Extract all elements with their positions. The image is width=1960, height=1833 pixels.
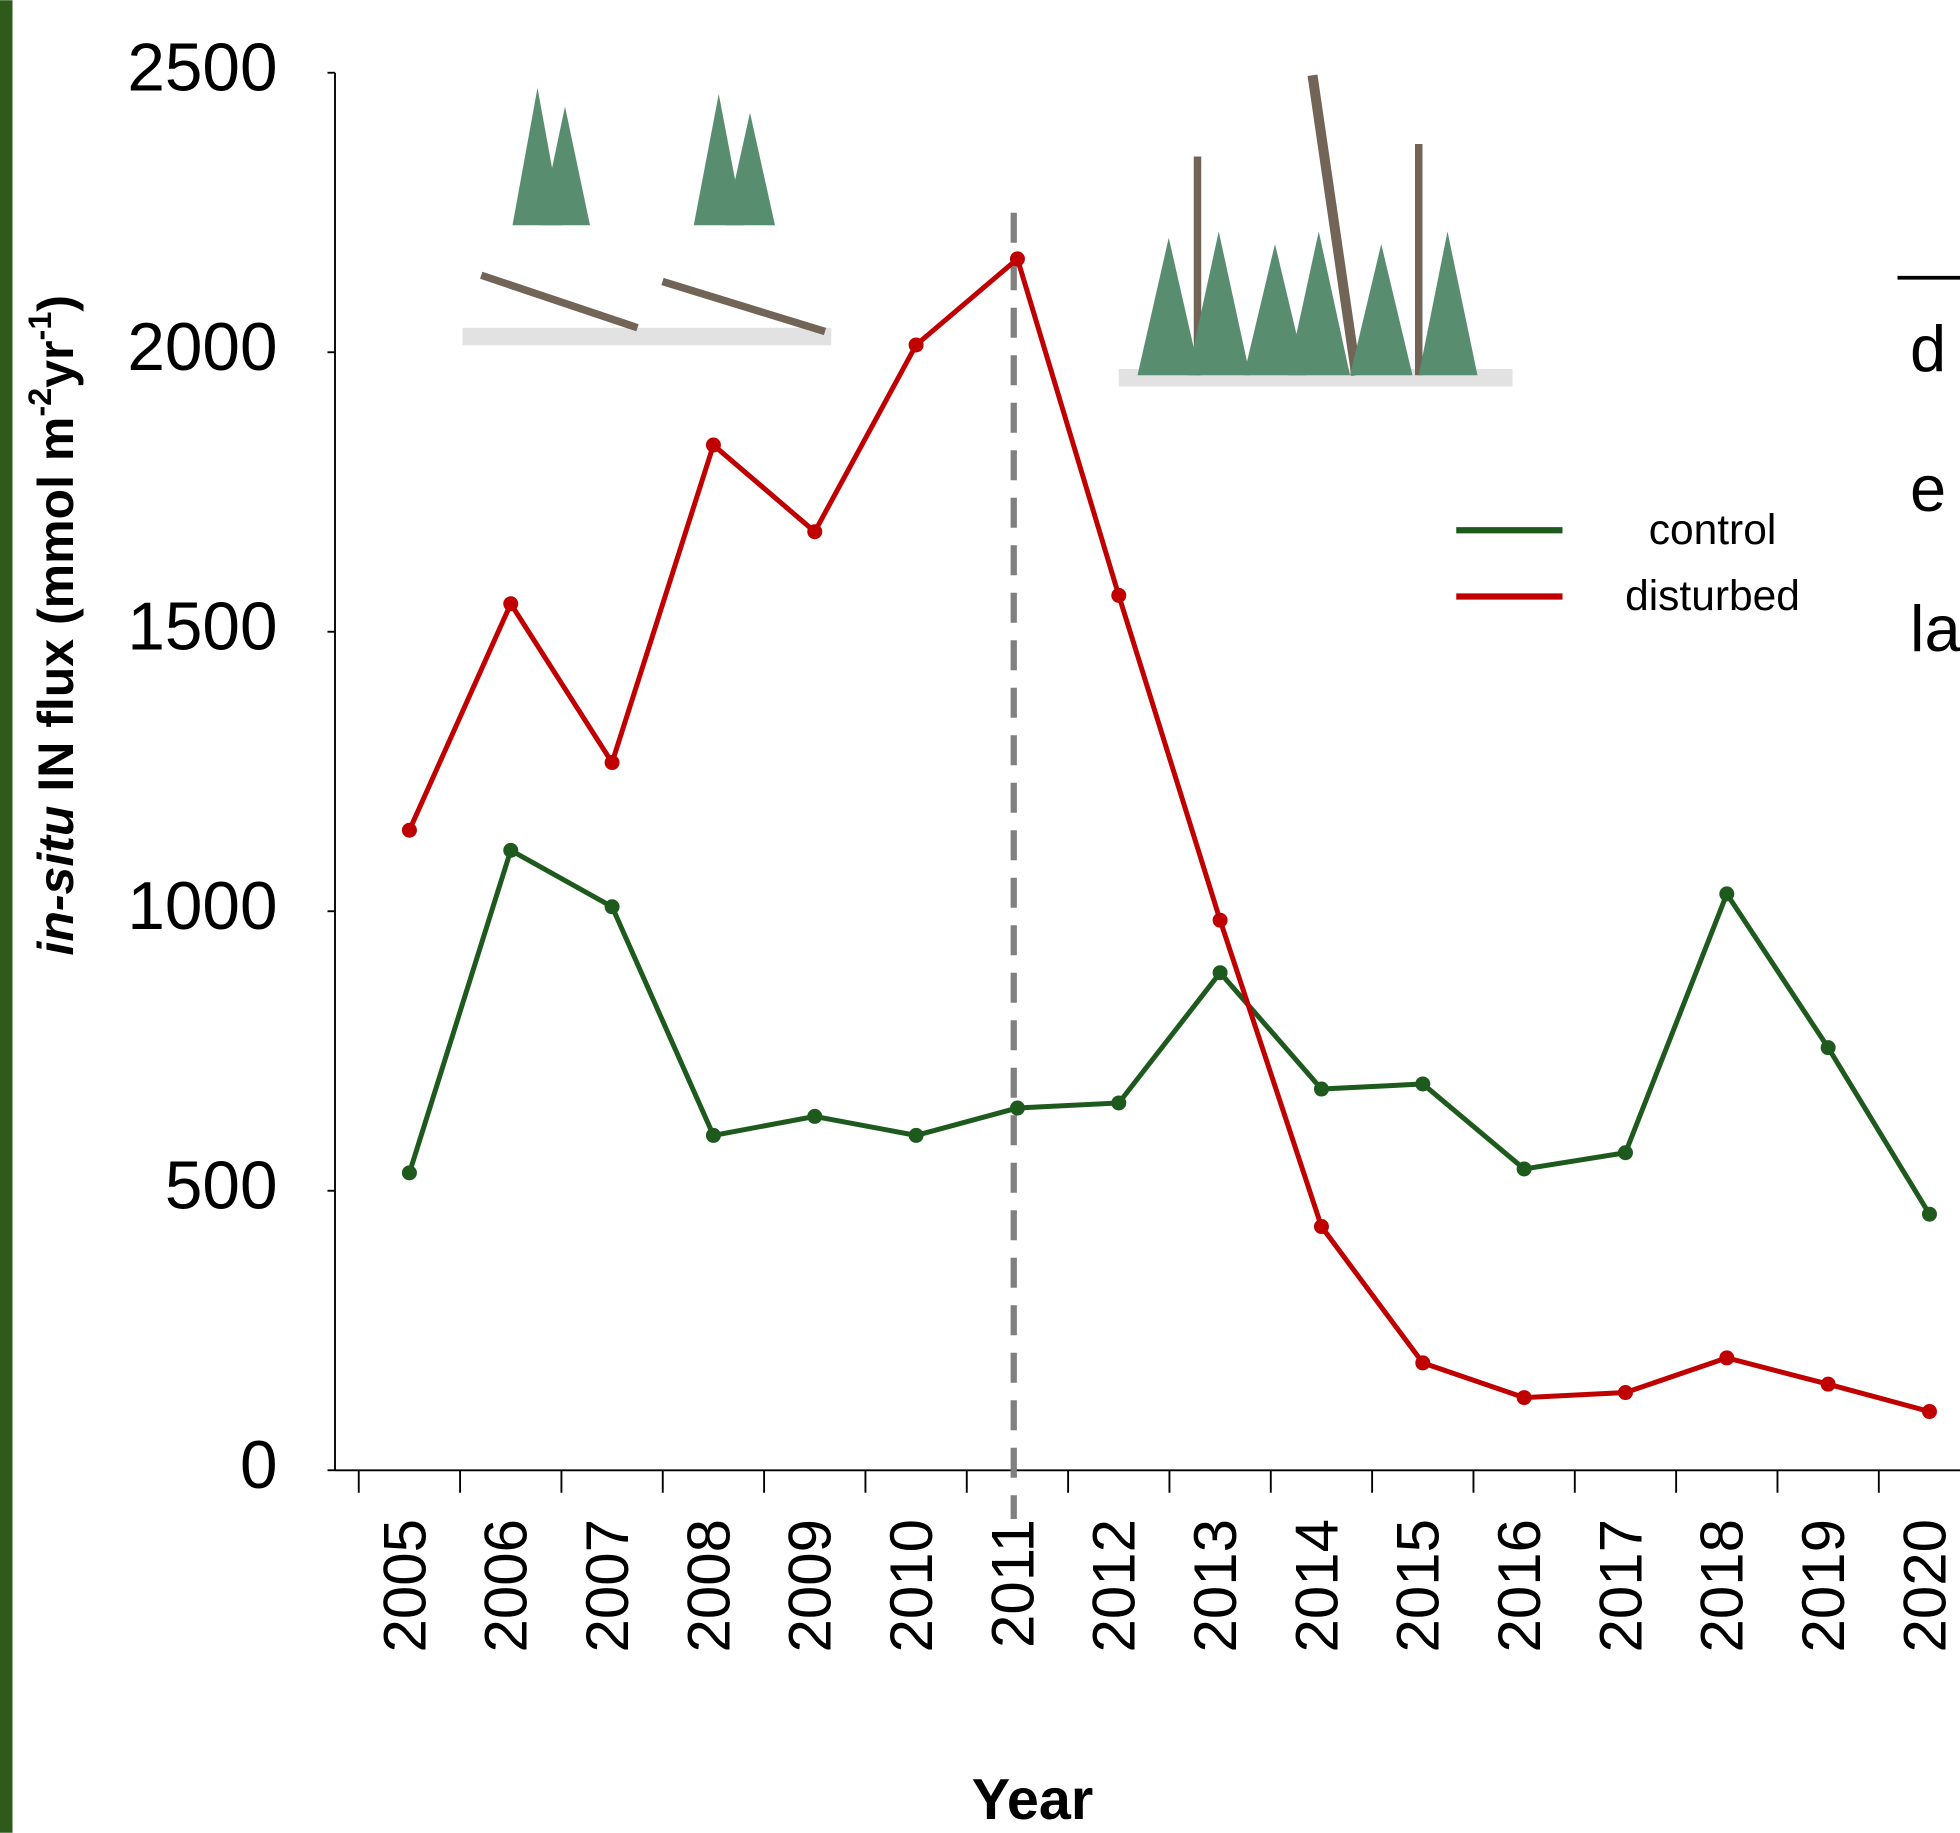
- data-point: [706, 438, 721, 453]
- x-tick-label: 2013: [1182, 1519, 1249, 1652]
- legend-label: control: [1649, 507, 1777, 554]
- x-tick-label: 2016: [1486, 1519, 1553, 1652]
- side-text: d: [1910, 312, 1946, 385]
- y-tick-label: 1500: [127, 590, 277, 665]
- x-tick-label: 2012: [1081, 1519, 1148, 1652]
- x-tick-label: 2020: [1891, 1519, 1958, 1652]
- data-point: [807, 524, 822, 539]
- y-tick-label: 2000: [127, 310, 277, 385]
- data-point: [503, 596, 518, 611]
- data-point: [1618, 1145, 1633, 1160]
- x-tick-label: 2005: [371, 1519, 438, 1652]
- data-point: [1314, 1082, 1329, 1097]
- y-label-part: yr: [28, 340, 84, 387]
- data-point: [1821, 1377, 1836, 1392]
- y-label-part: -2: [22, 388, 58, 417]
- x-tick-label: 2019: [1790, 1519, 1857, 1652]
- data-point: [503, 843, 518, 858]
- data-point: [402, 1165, 417, 1180]
- data-point: [605, 755, 620, 770]
- series-line: [409, 259, 1929, 1412]
- y-axis-label: in-situ IN flux (mmol m-2yr-1): [22, 295, 85, 956]
- y-tick-label: 2500: [127, 31, 277, 106]
- page: Year in-situ IN flux (mmol m-2yr-1) 0 500…: [0, 0, 1960, 1833]
- x-tick-label: 2009: [777, 1519, 844, 1652]
- data-point: [1213, 913, 1228, 928]
- data-point: [1922, 1207, 1937, 1222]
- data-point: [1010, 251, 1025, 266]
- data-point: [1517, 1390, 1532, 1405]
- x-tick-label: 2017: [1587, 1519, 1654, 1652]
- y-label-part: -1: [22, 312, 58, 341]
- y-label-part: in-situ: [28, 806, 84, 956]
- data-point: [1415, 1355, 1430, 1370]
- data-point: [1719, 886, 1734, 901]
- data-point: [1213, 965, 1228, 980]
- y-label-part: IN flux (mmol m: [28, 417, 84, 806]
- y-tick-label: 500: [165, 1149, 278, 1224]
- x-tick-label: 2018: [1689, 1519, 1756, 1652]
- data-point: [1314, 1219, 1329, 1234]
- data-point: [706, 1128, 721, 1143]
- chart: Year in-situ IN flux (mmol m-2yr-1) 0 500…: [0, 0, 1960, 1833]
- x-tick-label: 2006: [473, 1519, 540, 1652]
- side-text: e: [1910, 452, 1946, 525]
- data-point: [1111, 1095, 1126, 1110]
- x-tick-label: 2015: [1385, 1519, 1452, 1652]
- x-tick-label: 2007: [574, 1519, 641, 1652]
- y-label-part: ): [28, 295, 84, 312]
- data-point: [402, 823, 417, 838]
- data-point: [1010, 1101, 1025, 1116]
- data-point: [1111, 588, 1126, 603]
- data-point: [1719, 1350, 1734, 1365]
- left-border: [0, 0, 13, 1833]
- data-point: [1517, 1161, 1532, 1176]
- legend-label: disturbed: [1625, 573, 1800, 620]
- x-tick-label: 2014: [1283, 1519, 1350, 1652]
- side-text: la: [1910, 592, 1960, 665]
- x-tick-label: 2008: [675, 1519, 742, 1652]
- y-tick-label: 0: [240, 1428, 278, 1503]
- x-tick-label: 2011: [979, 1519, 1046, 1648]
- x-tick-label: 2010: [878, 1519, 945, 1652]
- data-point: [909, 337, 924, 352]
- data-point: [1821, 1040, 1836, 1055]
- tree-illustration: [463, 75, 1513, 386]
- data-point: [605, 899, 620, 914]
- data-point: [1618, 1385, 1633, 1400]
- series-line: [409, 850, 1929, 1214]
- data-point: [909, 1128, 924, 1143]
- data-point: [1415, 1076, 1430, 1091]
- data-point: [807, 1109, 822, 1124]
- data-point: [1922, 1404, 1937, 1419]
- y-tick-label: 1000: [127, 869, 277, 944]
- x-axis-label: Year: [972, 1768, 1094, 1832]
